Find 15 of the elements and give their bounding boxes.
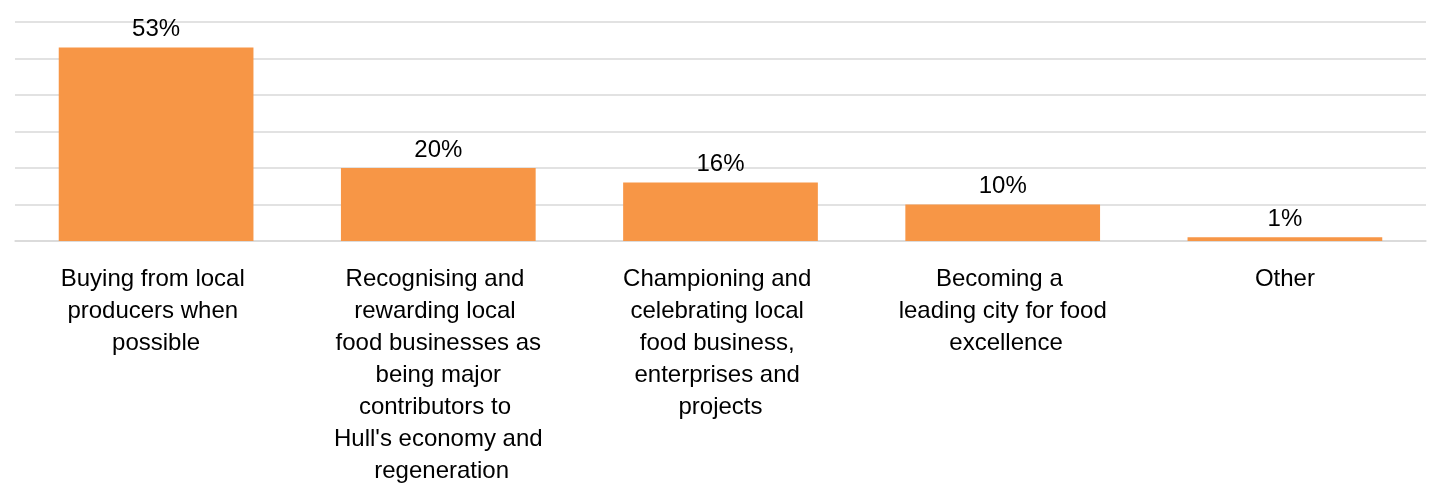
data-label: 16%	[696, 149, 745, 177]
bar	[340, 168, 536, 241]
bar	[905, 204, 1101, 241]
data-label: 1%	[1267, 203, 1303, 231]
x-tick-label: Recognising and rewarding local food businesses as being major contributors to Hull's economy and regeneration	[333, 263, 543, 483]
data-label: 53%	[132, 14, 181, 42]
x-tick-label: Championing and celebrating local food business, enterprises and projects	[623, 263, 818, 419]
bar	[58, 47, 254, 241]
x-tick-label: Other	[1254, 263, 1315, 291]
data-label: 10%	[978, 171, 1027, 198]
bar	[1187, 237, 1383, 241]
x-tick-label: Becoming a leading city for food excellence	[898, 263, 1107, 355]
bar	[623, 182, 818, 241]
data-label: 20%	[414, 134, 463, 162]
x-tick-label: Buying from local producers when possible	[60, 263, 252, 355]
